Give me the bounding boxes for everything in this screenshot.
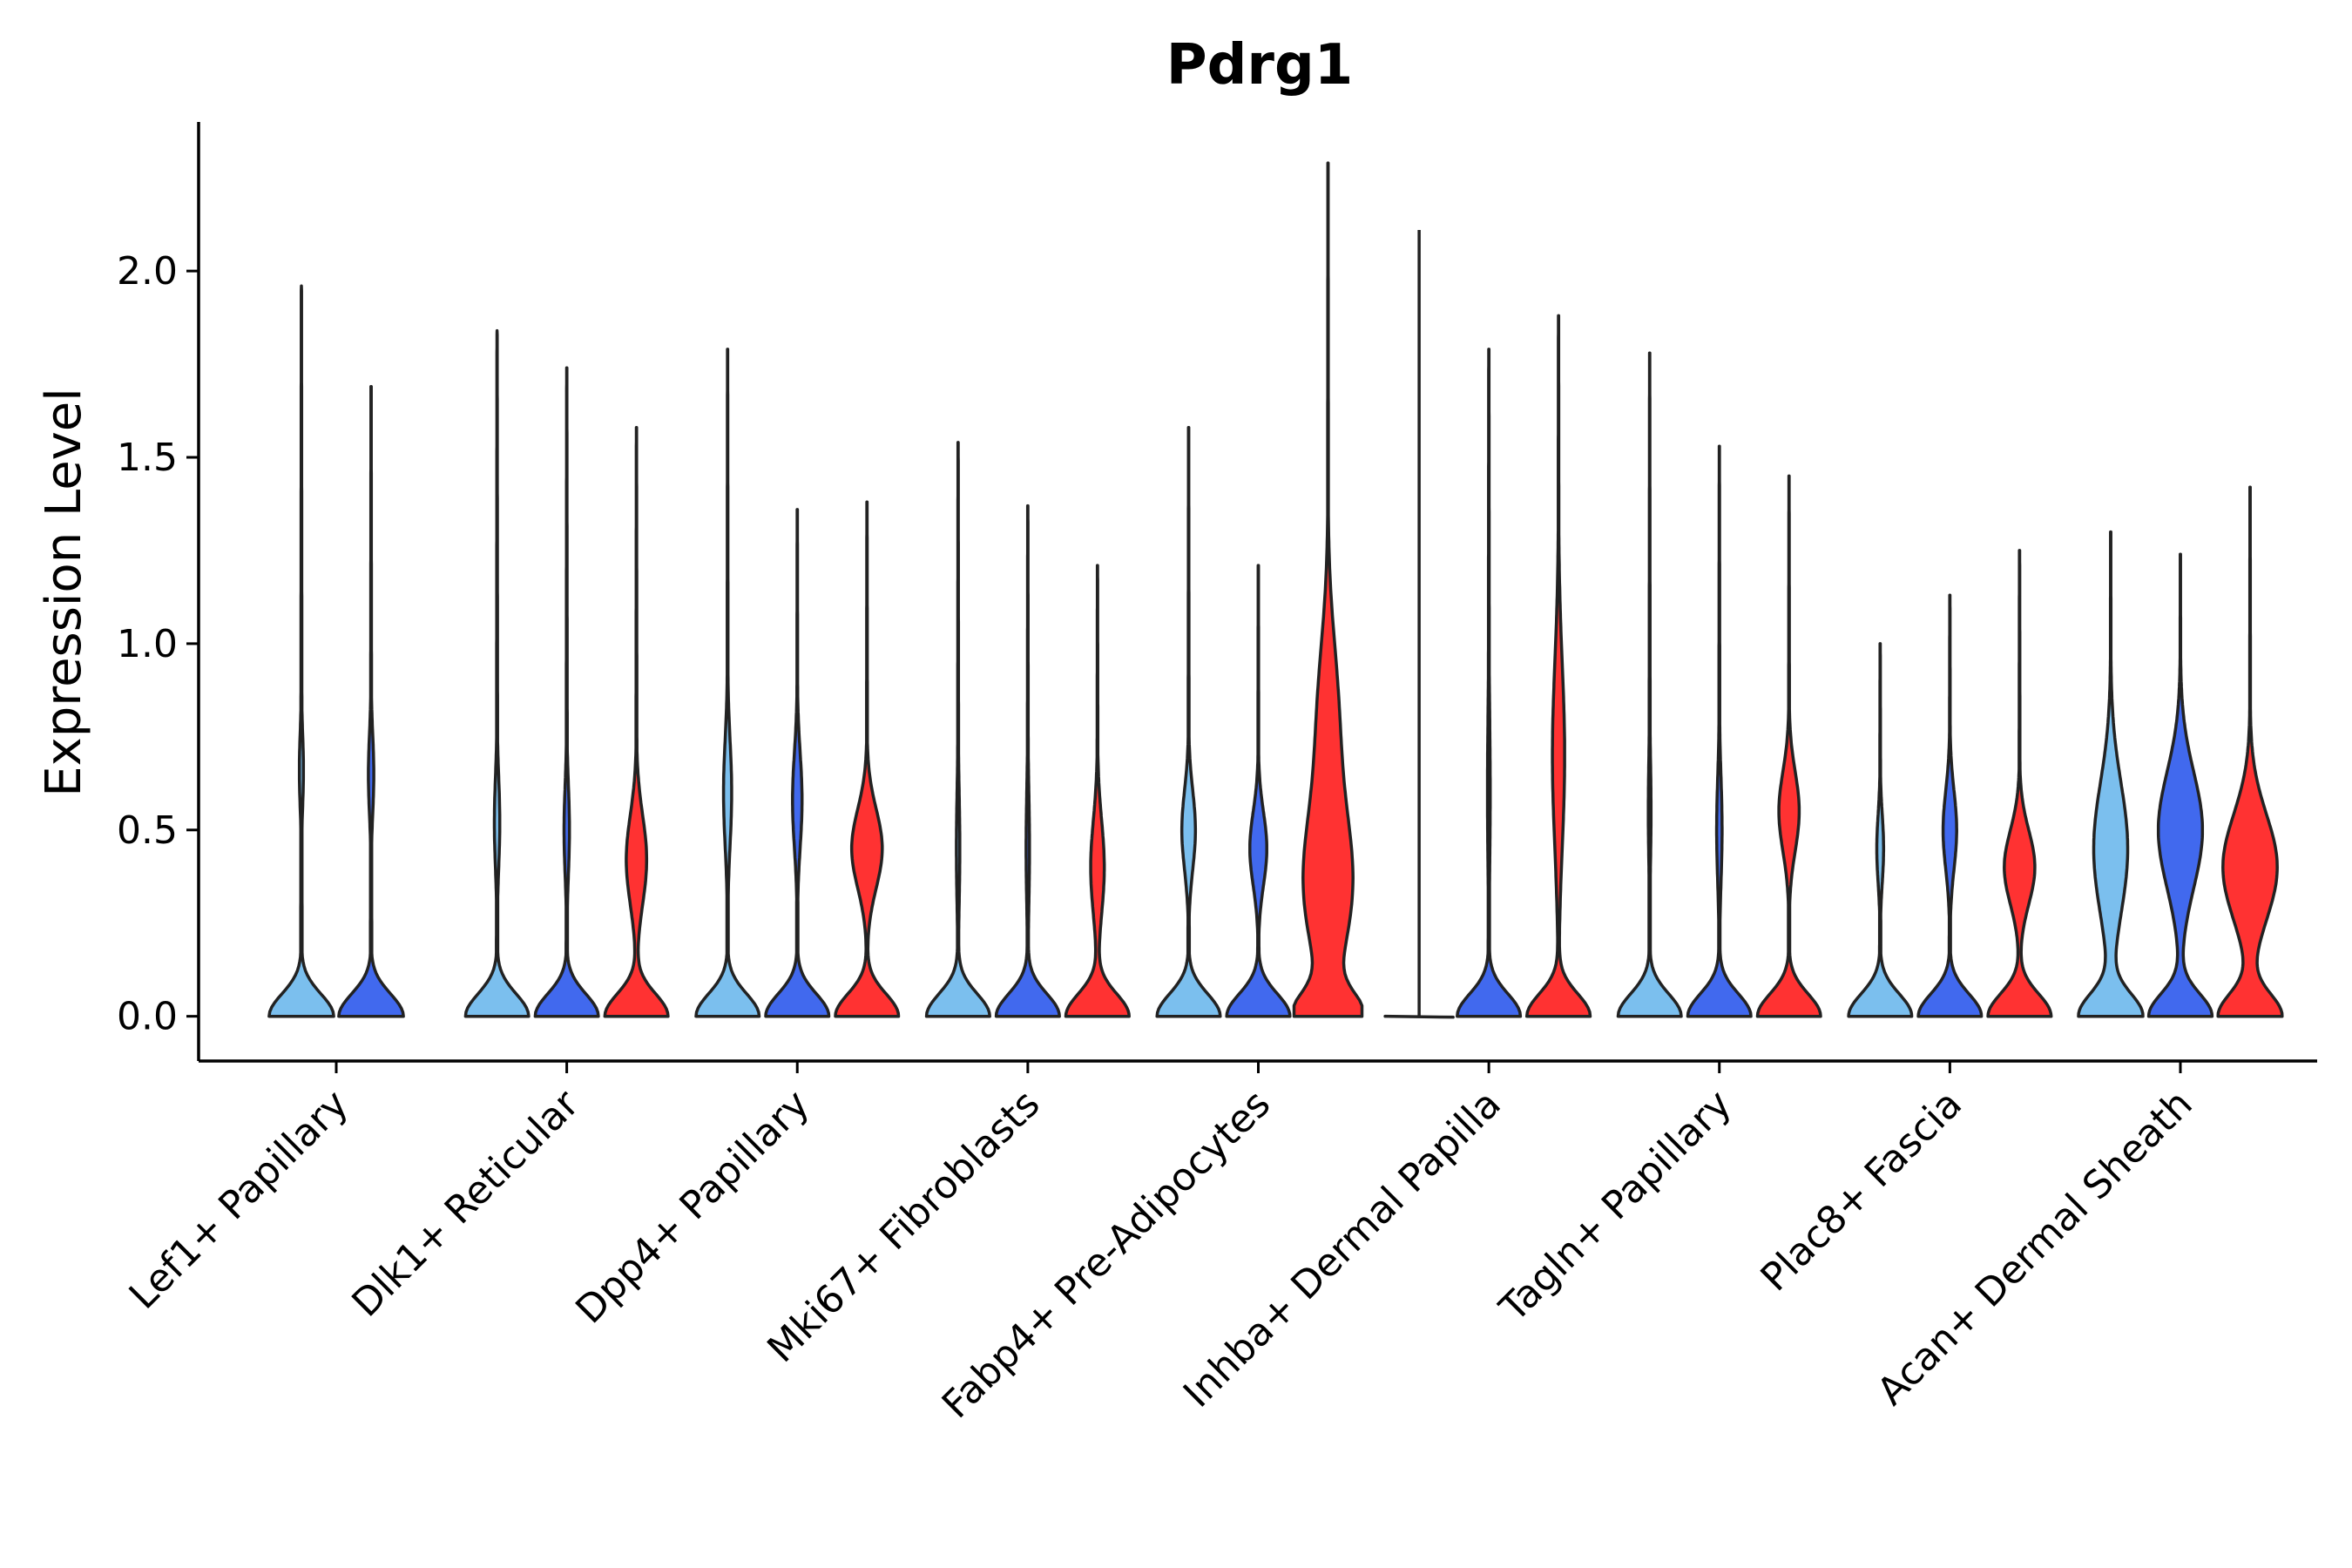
violin xyxy=(1225,564,1292,1018)
violin xyxy=(337,384,405,1018)
violin xyxy=(1456,348,1523,1018)
violin xyxy=(463,328,531,1018)
violin xyxy=(1686,444,1753,1018)
chart-title: Pdrg1 xyxy=(1166,33,1354,98)
violin xyxy=(1986,549,2053,1018)
violin xyxy=(924,441,991,1018)
violin xyxy=(994,504,1061,1018)
violin xyxy=(1524,314,1592,1018)
violin xyxy=(1847,642,1914,1018)
y-tick-label: 1.0 xyxy=(117,622,178,666)
violin xyxy=(694,348,761,1018)
violin xyxy=(2077,530,2145,1018)
violin xyxy=(2146,552,2214,1018)
violin-layer xyxy=(267,161,2284,1019)
violin xyxy=(1155,426,1222,1018)
violin xyxy=(533,366,600,1018)
violin xyxy=(603,426,670,1018)
x-tick-label: Plac8+ Fascia xyxy=(1753,1082,1971,1301)
x-tick-label: Lef1+ Papillary xyxy=(121,1082,357,1318)
y-axis-ticks: 0.0 0.5 1.0 1.5 2.0 xyxy=(117,249,199,1039)
x-tick-label: Dpp4+ Papillary xyxy=(567,1082,818,1333)
violin xyxy=(267,284,335,1018)
violin xyxy=(1916,593,1984,1018)
y-tick-label: 0.5 xyxy=(117,808,178,853)
violin xyxy=(1064,564,1131,1018)
y-tick-label: 0.0 xyxy=(117,995,178,1039)
y-axis-label: Expression Level xyxy=(36,388,92,797)
violin xyxy=(1383,230,1455,1019)
violin xyxy=(1616,351,1683,1018)
violin xyxy=(834,500,901,1018)
violin xyxy=(1755,474,1822,1018)
y-tick-label: 2.0 xyxy=(117,249,178,294)
violin xyxy=(1292,161,1364,1018)
x-tick-label: Dlk1+ Reticular xyxy=(343,1081,588,1326)
violin xyxy=(764,508,831,1018)
y-tick-label: 1.5 xyxy=(117,436,178,480)
x-tick-label: Tagln+ Papillary xyxy=(1490,1082,1740,1331)
violin xyxy=(2216,485,2284,1018)
